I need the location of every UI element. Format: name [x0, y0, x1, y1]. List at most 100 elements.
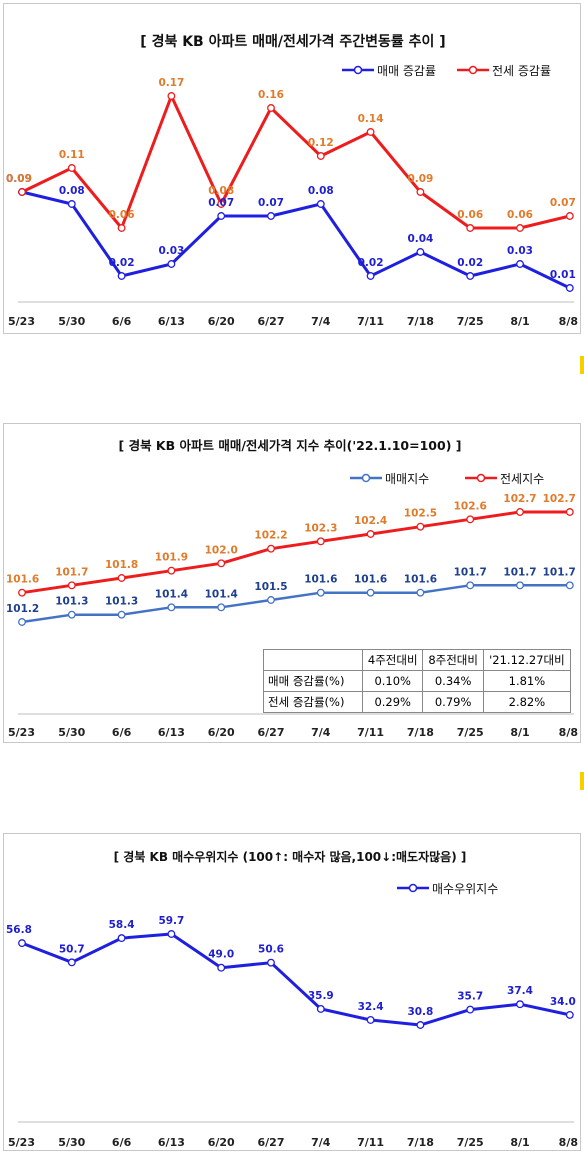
data-label: 0.09	[6, 173, 32, 185]
data-point	[117, 610, 126, 619]
data-point	[366, 1016, 375, 1024]
data-point	[167, 260, 176, 268]
data-label: 0.09	[6, 173, 32, 185]
data-label: 0.03	[507, 245, 533, 257]
table-cell: 2.82%	[482, 691, 572, 713]
legend-marker-jeonse	[468, 65, 478, 75]
data-point	[217, 963, 226, 972]
data-point	[316, 1004, 325, 1013]
data-point	[117, 224, 126, 232]
data-point	[67, 610, 76, 619]
data-point	[466, 1005, 475, 1014]
change-rate-table: 4주전대비 8주전대비 '21.12.27대비 매매 증감률(%) 0.10% …	[263, 649, 572, 713]
data-label: 101.6	[404, 574, 437, 586]
data-point	[565, 212, 574, 220]
data-point	[217, 200, 226, 208]
x-tick-label: 7/4	[311, 1136, 331, 1149]
data-label: 101.7	[454, 566, 487, 578]
data-label: 0.08	[208, 185, 234, 197]
data-label: 59.7	[158, 915, 184, 927]
table-row: 매매 증감률(%) 0.10% 0.34% 1.81%	[263, 670, 572, 692]
chart-panel-buyer-index: [ 경북 KB 매수우위지수 (100↑: 매수자 많음,100↓:매도자많음)…	[3, 833, 581, 1151]
data-point	[516, 1000, 524, 1009]
legend-marker-sale	[353, 65, 363, 75]
x-tick-label: 5/30	[58, 1136, 85, 1149]
data-point	[516, 224, 524, 232]
chart-title: [ 경북 KB 아파트 매매/전세가격 지수 추이('22.1.10=100) …	[119, 438, 462, 453]
data-label: 101.6	[6, 574, 39, 586]
chart-title: [ 경북 KB 매수우위지수 (100↑: 매수자 많음,100↓:매도자많음)…	[114, 849, 467, 864]
table-header-cell: 4주전대비	[361, 649, 424, 671]
data-point	[267, 958, 275, 967]
data-label: 102.3	[304, 522, 337, 534]
data-point	[516, 508, 524, 516]
data-label: 0.12	[308, 137, 334, 149]
buyer-advantage-chart: [ 경북 KB 매수우위지수 (100↑: 매수자 많음,100↓:매도자많음)…	[6, 849, 578, 1149]
data-label: 101.3	[105, 596, 138, 608]
data-label: 34.0	[550, 996, 576, 1008]
data-point	[167, 603, 176, 612]
legend-marker-buyer	[408, 883, 418, 893]
data-label: 50.7	[59, 943, 85, 955]
x-tick-label: 6/13	[158, 315, 185, 328]
x-tick-label: 7/4	[311, 315, 331, 328]
x-tick-label: 5/30	[58, 315, 85, 328]
x-tick-label: 7/11	[357, 1136, 384, 1149]
chart-panel-weekly-change: [ 경북 KB 아파트 매매/전세가격 주간변동률 추이 ] 매매 증감률 전세…	[3, 3, 581, 334]
table-header-cell: '21.12.27대비	[482, 649, 572, 671]
data-label: 50.6	[258, 944, 284, 956]
data-label: 102.0	[205, 544, 238, 556]
data-label: 101.8	[105, 559, 138, 571]
legend-marker-sale-index	[361, 473, 371, 483]
legend: 매수우위지수	[397, 882, 498, 896]
data-point	[416, 1021, 425, 1029]
table-row-label: 전세 증감률(%)	[263, 691, 363, 713]
data-label: 0.11	[59, 149, 85, 161]
edge-highlight-mark	[580, 356, 584, 374]
weekly-change-chart: [ 경북 KB 아파트 매매/전세가격 주간변동률 추이 ] 매매 증감률 전세…	[6, 33, 578, 328]
data-point	[167, 566, 176, 575]
data-label: 0.16	[258, 89, 284, 101]
data-point	[366, 588, 375, 597]
data-label: 0.02	[358, 257, 384, 269]
data-point	[466, 581, 475, 590]
data-label: 0.07	[208, 197, 234, 209]
data-point	[366, 272, 375, 280]
data-label: 37.4	[507, 985, 533, 997]
data-label: 102.4	[354, 515, 387, 527]
data-point	[117, 272, 126, 280]
data-label: 0.07	[550, 197, 576, 209]
data-label: 0.02	[457, 257, 483, 269]
price-index-chart: [ 경북 KB 아파트 매매/전세가격 지수 추이('22.1.10=100) …	[6, 438, 578, 739]
chart-title: [ 경북 KB 아파트 매매/전세가격 주간변동률 추이 ]	[140, 33, 445, 50]
series-line-2	[21, 94, 571, 230]
data-label: 0.01	[550, 269, 576, 281]
data-label: 30.8	[407, 1006, 433, 1018]
data-label: 102.6	[454, 500, 487, 512]
legend-label-jeonse-index: 전세지수	[500, 472, 544, 486]
x-tick-label: 6/13	[158, 1136, 185, 1149]
data-point	[316, 537, 325, 546]
chart-panel-price-index: [ 경북 KB 아파트 매매/전세가격 지수 추이('22.1.10=100) …	[3, 423, 581, 743]
data-point	[565, 508, 574, 516]
x-tick-label: 7/4	[311, 726, 331, 739]
data-point	[466, 224, 475, 232]
data-point	[217, 603, 226, 612]
data-point	[117, 574, 126, 582]
data-label: 0.08	[59, 185, 85, 197]
data-label: 35.9	[308, 990, 334, 1002]
x-tick-label: 7/11	[357, 726, 384, 739]
x-tick-label: 7/18	[407, 315, 434, 328]
data-point	[18, 188, 26, 196]
data-label: 102.2	[254, 530, 287, 542]
data-label: 0.03	[158, 245, 184, 257]
data-point	[217, 559, 226, 568]
x-tick-label: 7/25	[457, 726, 484, 739]
x-tick-label: 7/11	[357, 315, 384, 328]
data-point	[217, 212, 226, 220]
data-point	[416, 248, 425, 256]
legend-marker-jeonse-index	[476, 473, 486, 483]
data-label: 101.6	[304, 574, 337, 586]
table-header-row: 4주전대비 8주전대비 '21.12.27대비	[263, 649, 572, 671]
data-point	[18, 618, 26, 626]
